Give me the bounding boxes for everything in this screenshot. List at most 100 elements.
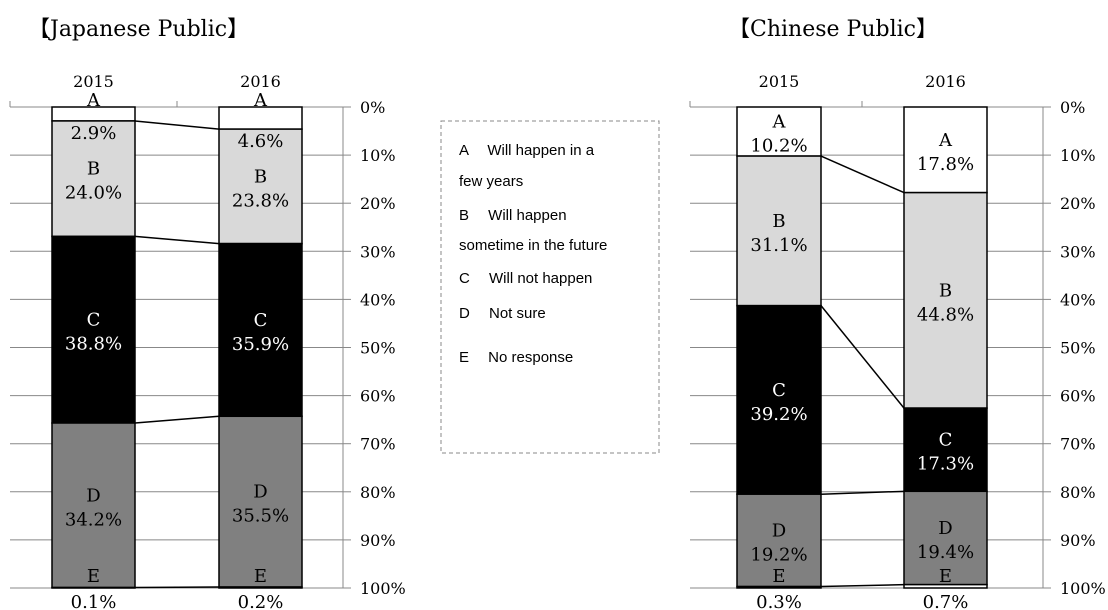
data-label-value: 24.0% [65, 183, 122, 204]
bar-segment-c [903, 407, 988, 493]
bar-segment-b [218, 128, 303, 245]
japanese-public-title: 【Japanese Public】 [28, 17, 249, 42]
y-tick-label: 100% [1060, 579, 1106, 598]
x-category-label: 2015 [73, 72, 114, 91]
y-tick-label: 80% [360, 483, 396, 502]
data-label-value: 0.7% [923, 592, 969, 610]
legend: A Will happen in a few years B Will happen… [440, 120, 660, 454]
bar-segment-d [903, 490, 988, 586]
y-tick-label: 50% [360, 339, 396, 358]
data-label-name: C [939, 430, 953, 451]
data-label-value: 19.2% [750, 544, 807, 565]
y-tick-label: 40% [1060, 290, 1096, 309]
bar-segment-a [736, 106, 822, 157]
legend-line: A Will happen in a [459, 142, 595, 159]
data-label-name: C [772, 380, 786, 401]
y-tick-label: 60% [360, 387, 396, 406]
data-label-name: E [87, 566, 100, 587]
data-label-value: 38.8% [65, 334, 122, 355]
data-label-name: B [939, 280, 952, 301]
data-label-name: B [254, 166, 267, 187]
y-tick-label: 20% [360, 194, 396, 213]
data-label-value: 23.8% [232, 190, 289, 211]
bar-segment-d [736, 493, 822, 588]
legend-line: sometime in the future [459, 237, 607, 254]
y-tick-label: 80% [1060, 483, 1096, 502]
connector-line [134, 415, 220, 424]
data-label-name: A [253, 90, 268, 111]
data-label-name: A [772, 112, 787, 133]
connector-line [820, 490, 905, 495]
legend-line: E No response [459, 349, 573, 366]
legend-box [440, 120, 660, 454]
bar-segment-b [51, 120, 136, 238]
data-label-value: 31.1% [750, 235, 807, 256]
y-tick-label: 50% [1060, 339, 1096, 358]
data-label-name: E [254, 566, 267, 587]
data-label-value: 35.5% [232, 506, 289, 527]
bar-segment-e [736, 585, 822, 589]
data-label-name: D [938, 518, 952, 539]
connector-line [820, 155, 905, 194]
data-label-value: 34.2% [65, 509, 122, 530]
data-label-value: 35.9% [232, 334, 289, 355]
y-tick-label: 30% [1060, 242, 1096, 261]
data-label-value: 0.3% [756, 592, 802, 610]
x-category-label: 2016 [925, 72, 966, 91]
chinese-public-title: 【Chinese Public】 [728, 17, 938, 42]
data-label-value: 0.2% [238, 592, 284, 610]
data-label-name: D [86, 485, 100, 506]
japanese-public-chart: 【Japanese Public】 0% 10% 20% 30% 40% 50% 60% 70… [9, 17, 406, 610]
data-label-name: C [254, 310, 268, 331]
connector-line [820, 305, 905, 409]
data-label-value: 19.4% [917, 542, 974, 563]
y-tick-label: 70% [360, 435, 396, 454]
connector-line [134, 120, 220, 130]
data-label-name: E [939, 566, 952, 587]
bar-segment-d [218, 415, 303, 588]
data-label-name: C [87, 310, 101, 331]
data-label-value: 2.9% [71, 123, 117, 144]
bar-segment-a [903, 106, 988, 194]
data-label-name: D [253, 482, 267, 503]
bar-segment-e [903, 583, 988, 589]
data-label-value: 0.1% [71, 592, 117, 610]
y-tick-label: 0% [1060, 98, 1085, 117]
data-label-name: E [772, 566, 785, 587]
bar-segment-b [736, 155, 822, 307]
y-tick-label: 0% [360, 98, 385, 117]
y-tick-label: 90% [360, 531, 396, 550]
data-label-value: 4.6% [238, 131, 284, 152]
data-label-name: A [86, 90, 101, 111]
y-tick-label: 10% [1060, 146, 1096, 165]
x-category-label: 2015 [759, 72, 800, 91]
data-label-value: 39.2% [750, 404, 807, 425]
x-category-label: 2016 [240, 72, 281, 91]
connector-line [134, 235, 220, 245]
data-label-name: D [772, 520, 786, 541]
bar-segment-c [218, 242, 303, 418]
data-label-value: 44.8% [917, 304, 974, 325]
legend-line: B Will happen [459, 207, 567, 224]
y-tick-label: 40% [360, 290, 396, 309]
legend-line: C Will not happen [459, 270, 592, 287]
y-tick-label: 10% [360, 146, 396, 165]
y-tick-label: 60% [1060, 387, 1096, 406]
y-tick-label: 70% [1060, 435, 1096, 454]
data-label-name: A [938, 130, 953, 151]
bar-segment-e [218, 586, 303, 589]
y-tick-label: 90% [1060, 531, 1096, 550]
bar-segment-e [51, 586, 136, 589]
y-tick-label: 100% [360, 579, 406, 598]
data-label-name: B [87, 159, 100, 180]
chinese-public-chart: 【Chinese Public】 0% 10% 20% 30% 40% 50% 60% 70%… [689, 17, 1106, 610]
legend-line: D Not sure [459, 305, 546, 322]
legend-line: few years [459, 173, 523, 190]
connector-line [820, 583, 905, 588]
data-label-value: 17.3% [917, 454, 974, 475]
data-label-name: B [772, 211, 785, 232]
y-tick-label: 30% [360, 242, 396, 261]
data-label-value: 17.8% [917, 154, 974, 175]
y-tick-label: 20% [1060, 194, 1096, 213]
